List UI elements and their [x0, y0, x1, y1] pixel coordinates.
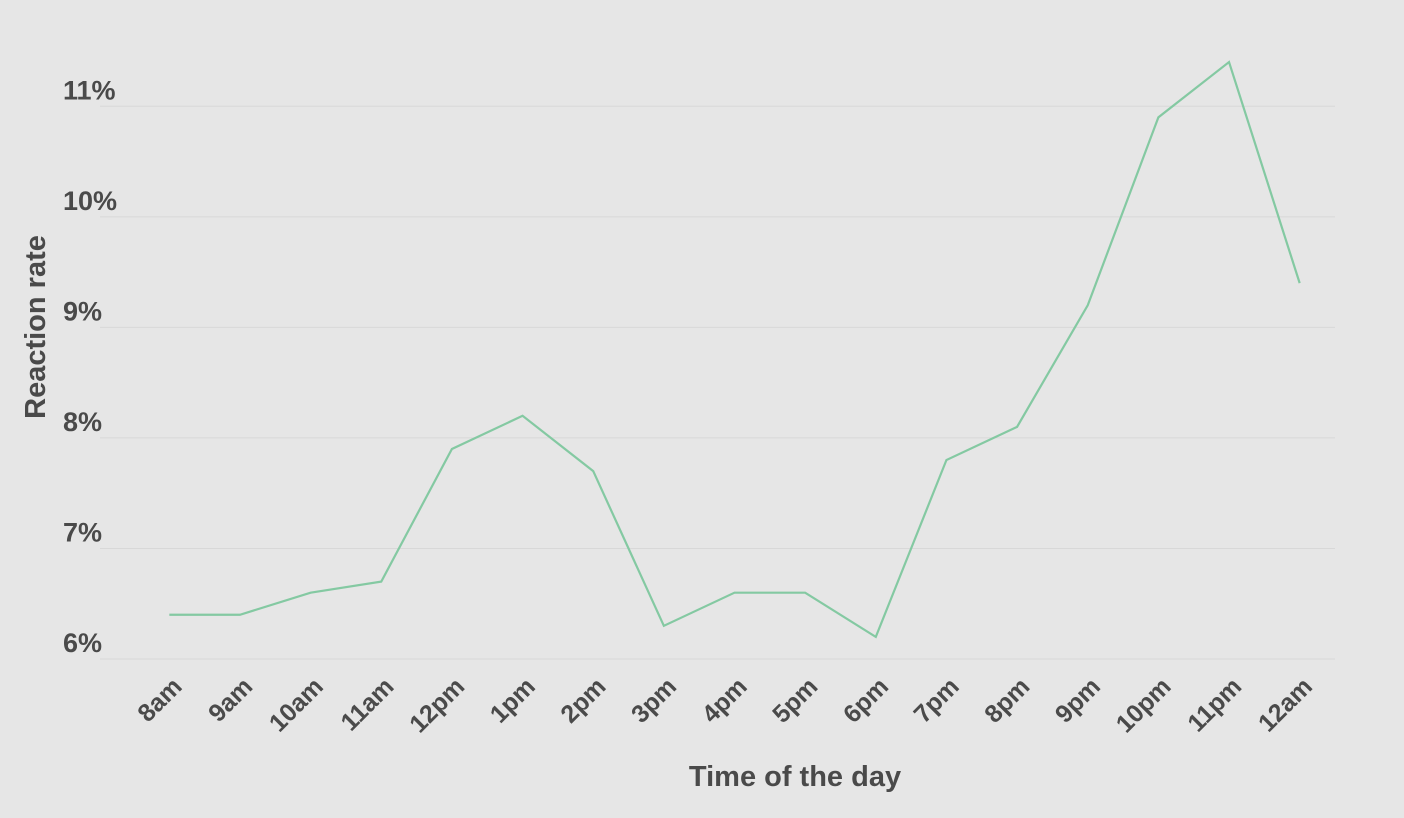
- x-tick-label: 12pm: [404, 672, 470, 738]
- x-tick-label: 10am: [264, 672, 329, 737]
- x-tick-label: 9am: [203, 672, 258, 727]
- x-tick-label: 10pm: [1111, 672, 1177, 738]
- x-tick-label: 8pm: [979, 672, 1035, 728]
- x-tick-label: 7pm: [909, 672, 965, 728]
- x-tick-label: 6pm: [838, 672, 894, 728]
- x-tick-label: 9pm: [1050, 672, 1106, 728]
- x-tick-label: 4pm: [697, 672, 753, 728]
- y-tick-label: 11%: [63, 75, 116, 105]
- x-tick-label: 2pm: [555, 672, 611, 728]
- y-tick-label: 8%: [63, 407, 102, 437]
- x-tick-label: 5pm: [767, 672, 823, 728]
- y-axis-title: Reaction rate: [20, 235, 52, 419]
- x-tick-label: 3pm: [626, 672, 682, 728]
- x-axis-title: Time of the day: [689, 761, 901, 793]
- x-tick-label: 12am: [1253, 672, 1318, 737]
- y-tick-label: 7%: [63, 517, 102, 547]
- x-tick-label: 11am: [335, 672, 399, 736]
- x-tick-label: 8am: [132, 672, 187, 727]
- y-tick-label: 6%: [63, 628, 102, 658]
- x-tick-label: 1pm: [485, 672, 541, 728]
- y-tick-label: 9%: [63, 296, 102, 326]
- line: [169, 60, 1301, 639]
- x-tick-label: 11pm: [1182, 672, 1247, 737]
- y-tick-label: 10%: [63, 186, 117, 216]
